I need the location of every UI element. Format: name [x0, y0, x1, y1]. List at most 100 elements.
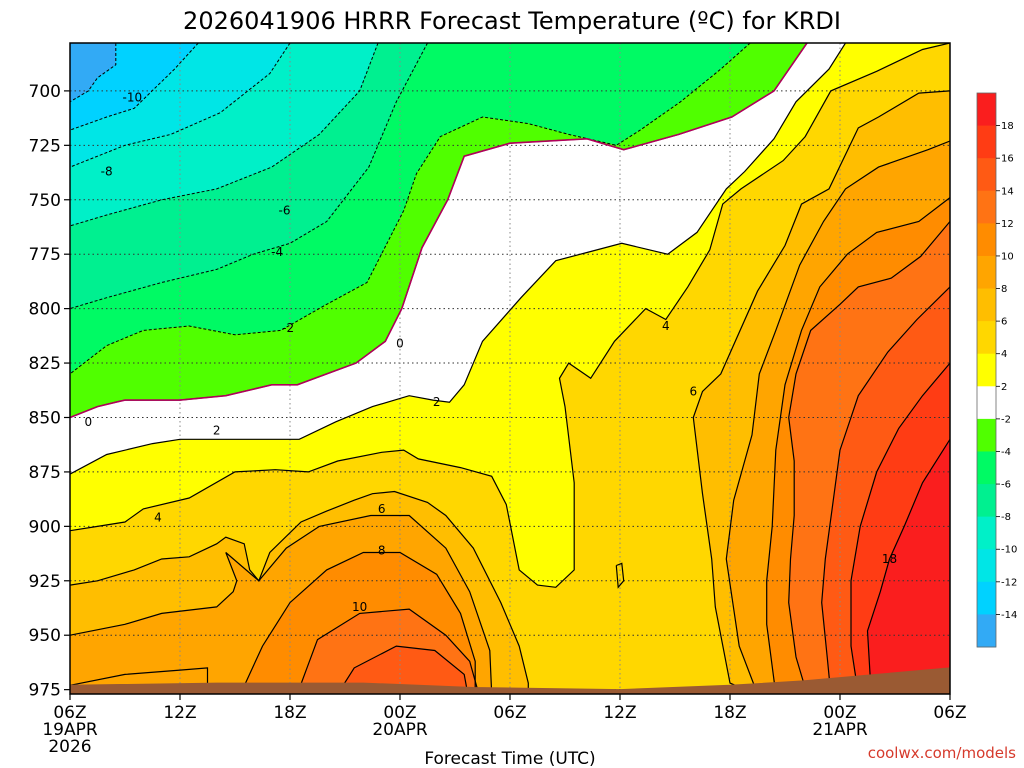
colorbar-swatch [977, 581, 996, 615]
contour-line [692, 90, 950, 694]
contour-line-dashed [70, 43, 379, 227]
plot-area: -10 -8 -6 -4 -2 0 0 2 2 4 4 6 6 8 10 18 [70, 43, 950, 694]
contour-label: 0 [396, 336, 404, 350]
x-tick-label: 06Z [53, 703, 86, 723]
colorbar-label: 2 [1001, 382, 1007, 393]
credit-link[interactable]: coolwx.com/models [868, 744, 1016, 762]
colorbar-label: 10 [1001, 251, 1014, 262]
x-tick-label: 00Z [823, 703, 856, 723]
y-tick-label: 850 [29, 408, 61, 428]
contour-label: 10 [352, 600, 367, 614]
contour-label: 6 [378, 502, 386, 516]
colorbar-swatch [977, 549, 996, 583]
contour-line [337, 645, 469, 694]
colorbar-swatch [977, 93, 996, 127]
x-tick-date: 21APR [812, 720, 868, 740]
colorbar-label: 4 [1001, 349, 1007, 360]
colorbar-label: 18 [1001, 121, 1014, 132]
x-tick-label: 00Z [383, 703, 416, 723]
contour-line-dashed [70, 43, 428, 310]
colorbar-swatch [977, 484, 996, 518]
colorbar-swatch [977, 386, 996, 420]
x-tick-label: 06Z [493, 703, 526, 723]
colorbar-swatch [977, 418, 996, 452]
colorbar-swatch [977, 288, 996, 322]
y-tick-label: 800 [29, 300, 61, 320]
contour-label: -2 [282, 321, 294, 335]
x-tick-label: 12Z [163, 703, 196, 723]
colorbar-swatch [977, 451, 996, 485]
y-tick-label: 725 [29, 136, 61, 156]
y-tick-label: 875 [29, 463, 61, 483]
colorbar-swatch [977, 614, 996, 648]
colorbar-swatch [977, 125, 996, 159]
colorbar-label: 12 [1001, 219, 1014, 230]
colorbar-label: -4 [1001, 447, 1011, 458]
contour-line [725, 140, 950, 694]
x-tick-date: 20APR [372, 720, 428, 740]
colorbar-label: -2 [1001, 414, 1011, 425]
x-tick-label: 12Z [603, 703, 636, 723]
contour-label: -6 [279, 204, 291, 218]
x-tick-date: 2026 [48, 737, 91, 757]
contour-line [70, 514, 493, 694]
colorbar-label: 8 [1001, 284, 1007, 295]
colorbar-swatch [977, 321, 996, 355]
contour-label: 4 [154, 511, 162, 525]
colorbar-label: -6 [1001, 480, 1011, 491]
colorbar-swatch [977, 516, 996, 550]
contour-line [296, 608, 480, 694]
contour-line [821, 286, 950, 694]
contour-line-dashed [70, 43, 751, 375]
contour-label: -8 [101, 164, 113, 178]
y-tick-label: 775 [29, 245, 61, 265]
x-axis-label: Forecast Time (UTC) [424, 749, 595, 768]
colorbar-swatch [977, 255, 996, 290]
contour-label: 18 [882, 552, 897, 566]
x-tick-date: 19APR [42, 720, 98, 740]
contour-line [615, 562, 625, 589]
x-tick-label: 18Z [713, 703, 746, 723]
colorbar-label: -8 [1001, 512, 1011, 523]
contour-line-dashed [70, 43, 291, 168]
x-tick-label: 06Z [933, 703, 966, 723]
contour-line-dashed [70, 43, 199, 131]
contour-line [866, 438, 950, 694]
y-tick-label: 825 [29, 354, 61, 374]
y-tick-label: 925 [29, 572, 61, 592]
contour-label: 4 [662, 319, 670, 333]
y-tick-label: 750 [29, 191, 61, 211]
colorbar-swatch [977, 223, 996, 257]
contour-line [70, 667, 209, 690]
colorbar-label: 6 [1001, 317, 1007, 328]
contour-line [766, 197, 950, 694]
y-tick-label: 900 [29, 517, 61, 537]
x-tick-label: 18Z [273, 703, 306, 723]
contour-line-dashed [70, 43, 117, 103]
colorbar-swatch [977, 353, 996, 387]
contour-line [70, 43, 847, 475]
colorbar-label: -10 [1001, 545, 1017, 556]
y-tick-label: 950 [29, 626, 61, 646]
contour-label: 8 [378, 543, 386, 557]
contour-line [850, 362, 950, 694]
colorbar-swatch [977, 158, 996, 192]
freezing-contour [70, 43, 808, 419]
colorbar-label: -12 [1001, 577, 1017, 588]
contour-line [788, 221, 950, 694]
colorbar-label: 16 [1001, 154, 1014, 165]
chart-title: 2026041906 HRRR Forecast Temperature (ºC… [183, 7, 841, 35]
contour-line [239, 551, 476, 694]
contour-label: -4 [271, 245, 283, 259]
contour-label: 2 [433, 395, 441, 409]
colorbar-swatch [977, 190, 996, 224]
contour-label: 2 [213, 424, 221, 438]
terrain [70, 667, 950, 694]
colorbar-label: -14 [1001, 610, 1017, 621]
contour-label: 6 [690, 384, 698, 398]
contour-label: 0 [85, 415, 93, 429]
contour-line [70, 43, 950, 588]
colorbar-frame [976, 92, 997, 648]
